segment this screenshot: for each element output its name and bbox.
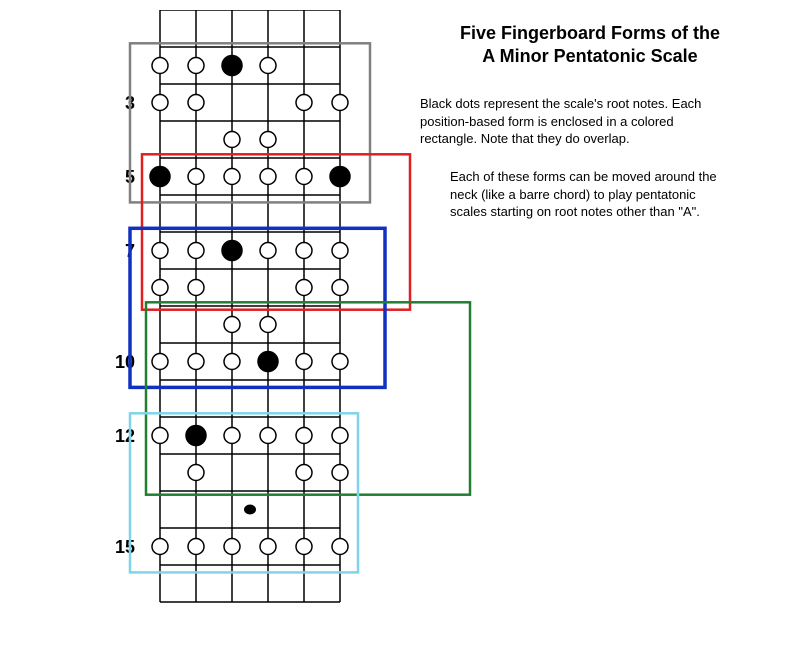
scale-note-dot xyxy=(296,280,312,296)
scale-note-dot xyxy=(296,354,312,370)
scale-note-dot xyxy=(224,317,240,333)
scale-note-dot xyxy=(332,465,348,481)
scale-note-dot xyxy=(260,58,276,74)
scale-note-dot xyxy=(296,428,312,444)
root-note-dot xyxy=(330,167,350,187)
scale-note-dot xyxy=(224,169,240,185)
scale-note-dot xyxy=(296,169,312,185)
scale-note-dot xyxy=(296,243,312,259)
fretboard-diagram xyxy=(100,10,600,662)
scale-note-dot xyxy=(188,280,204,296)
scale-note-dot xyxy=(296,95,312,111)
scale-note-dot xyxy=(332,243,348,259)
fret-marker-icon xyxy=(244,505,256,515)
root-note-dot xyxy=(222,56,242,76)
scale-note-dot xyxy=(260,539,276,555)
scale-note-dot xyxy=(188,354,204,370)
scale-note-dot xyxy=(188,539,204,555)
root-note-dot xyxy=(186,426,206,446)
scale-note-dot xyxy=(152,243,168,259)
scale-note-dot xyxy=(152,58,168,74)
scale-note-dot xyxy=(224,428,240,444)
scale-note-dot xyxy=(260,317,276,333)
scale-note-dot xyxy=(260,243,276,259)
scale-note-dot xyxy=(152,428,168,444)
scale-note-dot xyxy=(224,354,240,370)
scale-note-dot xyxy=(152,95,168,111)
scale-note-dot xyxy=(260,169,276,185)
scale-note-dot xyxy=(260,132,276,148)
scale-note-dot xyxy=(296,539,312,555)
scale-note-dot xyxy=(188,58,204,74)
root-note-dot xyxy=(150,167,170,187)
root-note-dot xyxy=(222,241,242,261)
scale-note-dot xyxy=(224,539,240,555)
scale-note-dot xyxy=(188,95,204,111)
scale-note-dot xyxy=(332,354,348,370)
scale-note-dot xyxy=(152,280,168,296)
scale-note-dot xyxy=(188,465,204,481)
scale-note-dot xyxy=(152,539,168,555)
scale-note-dot xyxy=(260,428,276,444)
scale-note-dot xyxy=(224,132,240,148)
scale-note-dot xyxy=(332,428,348,444)
scale-note-dot xyxy=(188,243,204,259)
scale-note-dot xyxy=(296,465,312,481)
scale-note-dot xyxy=(332,280,348,296)
scale-note-dot xyxy=(332,539,348,555)
scale-note-dot xyxy=(332,95,348,111)
scale-note-dot xyxy=(152,354,168,370)
scale-note-dot xyxy=(188,169,204,185)
root-note-dot xyxy=(258,352,278,372)
